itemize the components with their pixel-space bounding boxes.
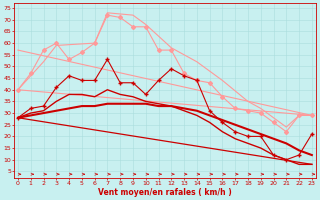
X-axis label: Vent moyen/en rafales ( km/h ): Vent moyen/en rafales ( km/h ) — [98, 188, 232, 197]
